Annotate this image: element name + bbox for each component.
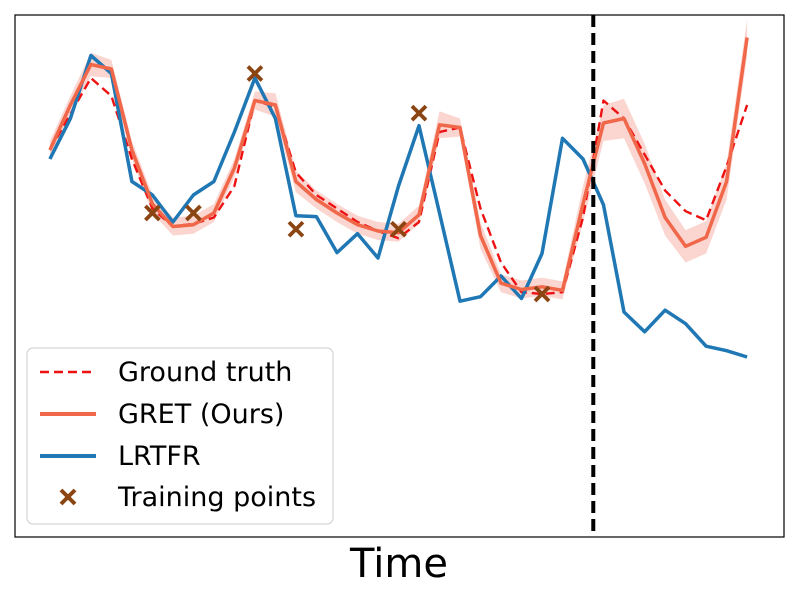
training-point-marker	[287, 220, 305, 238]
axes-frame	[14, 14, 785, 538]
training-point-marker	[390, 220, 407, 238]
series-gret-line	[48, 37, 749, 293]
legend-lrtfr-label: LRTFR	[118, 441, 201, 472]
training-point-marker	[185, 204, 202, 222]
legend: Ground truth GRET (Ours) LRTFR Training …	[26, 347, 334, 525]
training-point-marker	[533, 285, 551, 303]
x-axis-label: Time	[349, 541, 448, 587]
series-lrtfr-line	[48, 53, 748, 359]
plot-area	[48, 15, 749, 537]
legend-box	[26, 347, 334, 525]
training-point-marker	[246, 65, 264, 82]
legend-gret-label: GRET (Ours)	[118, 399, 284, 430]
legend-training-points-marker-icon	[59, 488, 77, 506]
training-point-marker	[144, 204, 161, 222]
training-point-marker	[410, 104, 428, 122]
legend-ground-truth-label: Ground truth	[118, 357, 292, 388]
legend-training-points-label: Training points	[117, 482, 316, 513]
